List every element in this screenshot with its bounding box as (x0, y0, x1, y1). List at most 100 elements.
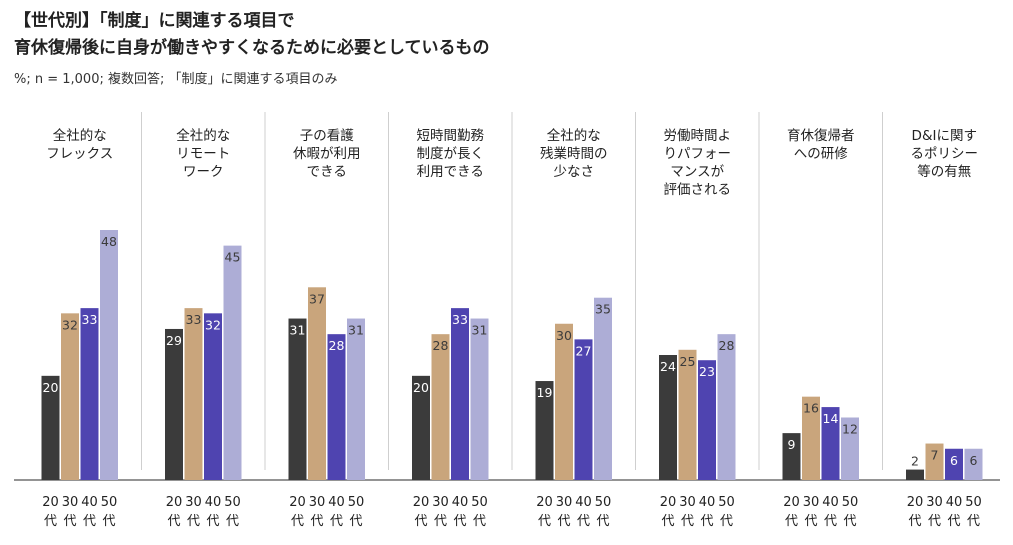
age-group-tick-label: 代 (577, 514, 590, 529)
age-group-tick-label: 代 (187, 514, 200, 529)
age-group-tick-label: 20 (536, 495, 553, 510)
category-label: フレックス (46, 146, 113, 162)
bar-value-label: 9 (788, 437, 796, 452)
bar (841, 417, 859, 480)
bar (698, 360, 716, 480)
age-group-tick-label: 50 (595, 495, 612, 510)
bar-value-label: 6 (950, 453, 958, 468)
age-group-tick-label: 代 (720, 514, 733, 529)
age-group-tick-label: 40 (81, 495, 98, 510)
bar (412, 375, 430, 480)
bar-value-label: 16 (803, 401, 819, 416)
category-label: 評価される (664, 182, 732, 198)
bar (906, 469, 924, 480)
category-label: への研修 (794, 146, 848, 162)
bar (223, 245, 242, 480)
bar (184, 308, 203, 480)
category-label: 利用できる (417, 164, 484, 180)
age-group-tick-label: 代 (310, 514, 323, 529)
age-group-tick-label: 40 (822, 495, 839, 510)
category-label: 制度が長く (417, 146, 485, 162)
category-label: 全社的な (53, 127, 107, 144)
bar-value-label: 2 (911, 454, 919, 469)
bar (327, 334, 346, 480)
age-group-tick-label: 50 (718, 495, 735, 510)
bar (165, 328, 183, 480)
bar (594, 297, 612, 480)
bar (964, 448, 983, 480)
bar-value-label: 27 (576, 343, 592, 358)
bar (782, 433, 801, 480)
bar-value-label: 33 (186, 312, 202, 327)
age-group-tick-label: 30 (62, 495, 79, 510)
age-group-tick-label: 代 (928, 514, 941, 529)
bar-value-label: 28 (719, 338, 735, 353)
category-label: 残業時間の (540, 146, 608, 162)
age-group-tick-label: 代 (947, 514, 960, 529)
age-group-tick-label: 代 (83, 514, 96, 529)
bar (802, 396, 820, 480)
category-label: 全社的な (176, 127, 230, 144)
bar (288, 318, 307, 480)
bar-value-label: 12 (842, 422, 858, 437)
bar-value-label: 20 (43, 380, 59, 395)
age-group-tick-label: 代 (434, 514, 447, 529)
age-group-tick-label: 代 (538, 514, 551, 529)
age-group-tick-label: 40 (452, 495, 469, 510)
age-group-tick-label: 代 (226, 514, 239, 529)
bar (451, 308, 469, 480)
bar-value-label: 37 (309, 291, 325, 306)
bar (100, 230, 118, 480)
age-group-tick-label: 代 (330, 514, 343, 529)
bar-value-label: 25 (680, 354, 696, 369)
age-group-tick-label: 50 (842, 495, 859, 510)
age-group-tick-label: 30 (803, 495, 820, 510)
category-label: りパフォー (664, 146, 732, 162)
bar-value-label: 19 (537, 385, 553, 400)
bar (80, 308, 99, 480)
bar-value-label: 31 (348, 323, 364, 338)
bar (659, 355, 677, 480)
age-group-tick-label: 代 (681, 514, 694, 529)
age-group-tick-label: 30 (309, 495, 326, 510)
category-label: D&Iに関す (912, 128, 977, 144)
bar-value-label: 32 (205, 317, 221, 332)
bar (535, 381, 554, 480)
age-group-tick-label: 30 (432, 495, 449, 510)
bar-value-label: 45 (225, 250, 241, 265)
age-group-tick-label: 30 (185, 495, 202, 510)
category-label: リモート (176, 146, 230, 162)
age-group-tick-label: 30 (926, 495, 943, 510)
age-group-tick-label: 20 (42, 495, 59, 510)
age-group-tick-label: 30 (679, 495, 696, 510)
category-label: 休暇が利用 (293, 146, 361, 162)
bar-value-label: 24 (660, 359, 676, 374)
bar-value-label: 33 (82, 312, 98, 327)
bar-value-label: 7 (931, 448, 939, 463)
bar (555, 323, 573, 480)
chart-title-line2: 育休復帰後に自身が働きやすくなるために必要としているもの (14, 38, 490, 58)
age-group-tick-label: 代 (661, 514, 674, 529)
age-group-tick-label: 代 (453, 514, 466, 529)
category-label: 等の有無 (917, 163, 971, 180)
age-group-tick-label: 代 (206, 514, 219, 529)
bar-value-label: 28 (329, 338, 345, 353)
bar (41, 375, 60, 480)
age-group-tick-label: 代 (167, 514, 180, 529)
bar (61, 313, 79, 480)
category-label: ワーク (183, 164, 224, 180)
bar (678, 349, 697, 480)
age-group-tick-label: 20 (783, 495, 800, 510)
bar-value-label: 35 (595, 302, 611, 317)
age-group-tick-label: 代 (63, 514, 76, 529)
bar-value-label: 20 (413, 380, 429, 395)
bar (308, 287, 326, 480)
category-label: 少なさ (554, 164, 595, 180)
age-group-tick-label: 代 (596, 514, 609, 529)
bar (925, 443, 944, 480)
bar-value-label: 31 (472, 323, 488, 338)
bar (945, 448, 963, 480)
age-group-tick-label: 20 (413, 495, 430, 510)
age-group-tick-label: 40 (328, 495, 345, 510)
